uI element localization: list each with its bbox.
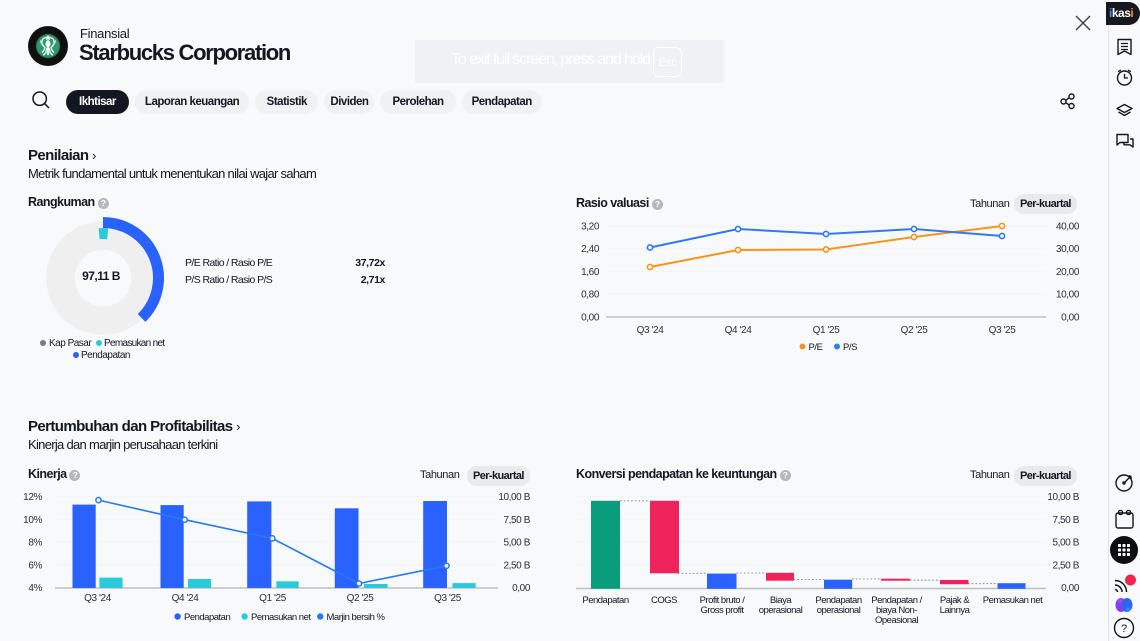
- svg-text:?: ?: [1121, 623, 1127, 635]
- svg-text:Q3 '24: Q3 '24: [637, 325, 665, 336]
- svg-text:Pajak &: Pajak &: [940, 595, 970, 606]
- svg-text:COGS: COGS: [651, 595, 677, 606]
- svg-text:Q2 '25: Q2 '25: [347, 593, 375, 604]
- svg-text:Q1 '25: Q1 '25: [813, 325, 841, 336]
- svg-text:10,00 B: 10,00 B: [1047, 492, 1079, 503]
- svg-text:operasional: operasional: [759, 605, 803, 616]
- svg-text:operasional: operasional: [817, 605, 861, 616]
- svg-text:Marjin bersih %: Marjin bersih %: [327, 612, 386, 623]
- svg-text:Pemasukan net: Pemasukan net: [983, 595, 1043, 606]
- svg-text:P/S: P/S: [843, 342, 857, 353]
- svg-text:0,00: 0,00: [1061, 312, 1080, 323]
- svg-text:8%: 8%: [28, 538, 42, 549]
- svg-text:4%: 4%: [28, 583, 42, 594]
- svg-text:6%: 6%: [28, 560, 42, 571]
- svg-text:12%: 12%: [23, 492, 42, 503]
- svg-text:Q3 '24: Q3 '24: [84, 593, 112, 604]
- svg-text:Pendapatan: Pendapatan: [184, 612, 230, 623]
- svg-text:2,50 B: 2,50 B: [1052, 560, 1079, 571]
- svg-text:10,00: 10,00: [1056, 290, 1080, 301]
- svg-text:2,50 B: 2,50 B: [503, 560, 530, 571]
- svg-text:Q3 '25: Q3 '25: [989, 325, 1017, 336]
- svg-text:10,00 B: 10,00 B: [498, 492, 530, 503]
- svg-text:Pendapatan: Pendapatan: [582, 595, 628, 606]
- svg-text:5,00 B: 5,00 B: [1052, 538, 1079, 549]
- svg-text:0,80: 0,80: [581, 290, 600, 301]
- svg-text:0,00: 0,00: [1061, 583, 1080, 594]
- svg-text:Q2 '25: Q2 '25: [901, 325, 929, 336]
- svg-text:Q3 '25: Q3 '25: [434, 593, 462, 604]
- svg-text:Q4 '24: Q4 '24: [172, 593, 200, 604]
- svg-text:40,00: 40,00: [1056, 222, 1080, 233]
- svg-text:P/E: P/E: [809, 342, 823, 353]
- svg-text:7,50 B: 7,50 B: [1052, 515, 1079, 526]
- svg-text:20,00: 20,00: [1056, 267, 1080, 278]
- svg-text:3,20: 3,20: [581, 222, 600, 233]
- svg-text:0,00: 0,00: [581, 312, 600, 323]
- svg-text:0,00: 0,00: [512, 583, 531, 594]
- svg-text:Pendapatan: Pendapatan: [815, 595, 861, 606]
- svg-text:1,60: 1,60: [581, 267, 600, 278]
- svg-text:30,00: 30,00: [1056, 244, 1080, 255]
- svg-text:10%: 10%: [23, 515, 42, 526]
- svg-text:Pemasukan net: Pemasukan net: [251, 612, 311, 623]
- svg-text:Opeasional: Opeasional: [875, 615, 918, 626]
- svg-text:Gross profit: Gross profit: [700, 605, 744, 616]
- svg-text:2,40: 2,40: [581, 244, 600, 255]
- svg-text:Profit bruto /: Profit bruto /: [700, 595, 746, 606]
- svg-text:7,50 B: 7,50 B: [503, 515, 530, 526]
- svg-text:biaya Non-: biaya Non-: [876, 605, 917, 616]
- svg-text:Q1 '25: Q1 '25: [259, 593, 287, 604]
- svg-text:Pendapatan /: Pendapatan /: [871, 595, 922, 606]
- svg-text:97,11 B: 97,11 B: [82, 269, 121, 283]
- svg-text:Biaya: Biaya: [770, 595, 792, 606]
- svg-text:Lainnya: Lainnya: [940, 605, 971, 616]
- svg-text:Q4 '24: Q4 '24: [725, 325, 753, 336]
- svg-text:5,00 B: 5,00 B: [503, 538, 530, 549]
